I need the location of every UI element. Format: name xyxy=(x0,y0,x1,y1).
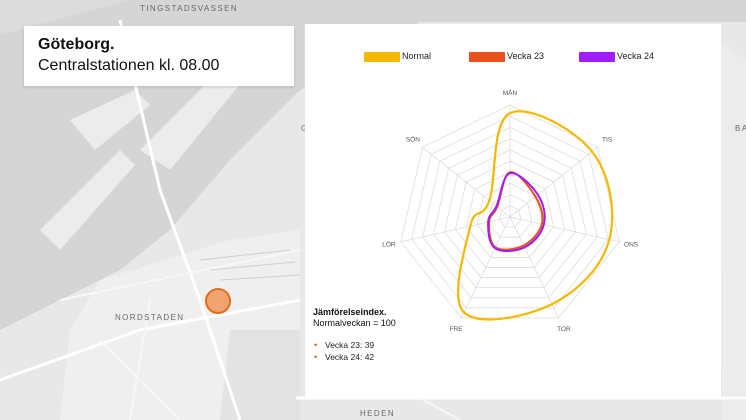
index-item-text: Vecka 23: 39 xyxy=(325,340,374,350)
station-marker[interactable] xyxy=(205,288,231,314)
axis-label: SÖN xyxy=(406,136,420,144)
axis-label: TOR xyxy=(557,326,571,333)
axis-label: LÖR xyxy=(382,241,396,249)
title-card: Göteborg. Centralstationen kl. 08.00 xyxy=(24,26,294,86)
map-label-ba: BA xyxy=(735,124,746,133)
index-item-vecka24: • Vecka 24: 42 xyxy=(313,352,396,362)
map-label-tingstadsvassen: TINGSTADSVASSEN xyxy=(140,4,238,13)
map-label-nordstaden: NORDSTADEN xyxy=(115,313,184,322)
bullet-icon: • xyxy=(314,340,317,350)
index-item-vecka23: • Vecka 23: 39 xyxy=(313,340,396,350)
index-box: Jämförelseindex. Normalveckan = 100 • Vec… xyxy=(313,307,396,364)
index-item-text: Vecka 24: 42 xyxy=(325,352,374,362)
title-subtitle: Centralstationen kl. 08.00 xyxy=(38,57,219,75)
bullet-icon: • xyxy=(314,352,317,362)
title-city: Göteborg. xyxy=(38,36,114,54)
index-normal-line: Normalveckan = 100 xyxy=(313,318,396,328)
map-label-heden: HEDEN xyxy=(360,409,395,418)
axis-label: FRE xyxy=(450,326,464,333)
axis-label: ONS xyxy=(624,242,639,249)
series-normal xyxy=(458,111,612,319)
index-heading: Jämförelseindex. xyxy=(313,307,396,317)
axis-label: MÅN xyxy=(503,88,518,97)
index-list: • Vecka 23: 39 • Vecka 24: 42 xyxy=(313,340,396,362)
chart-panel: Normal Vecka 23 Vecka 24 MÅN TIS ONS TOR FRE… xyxy=(305,24,721,397)
axis-label: TIS xyxy=(602,137,613,144)
